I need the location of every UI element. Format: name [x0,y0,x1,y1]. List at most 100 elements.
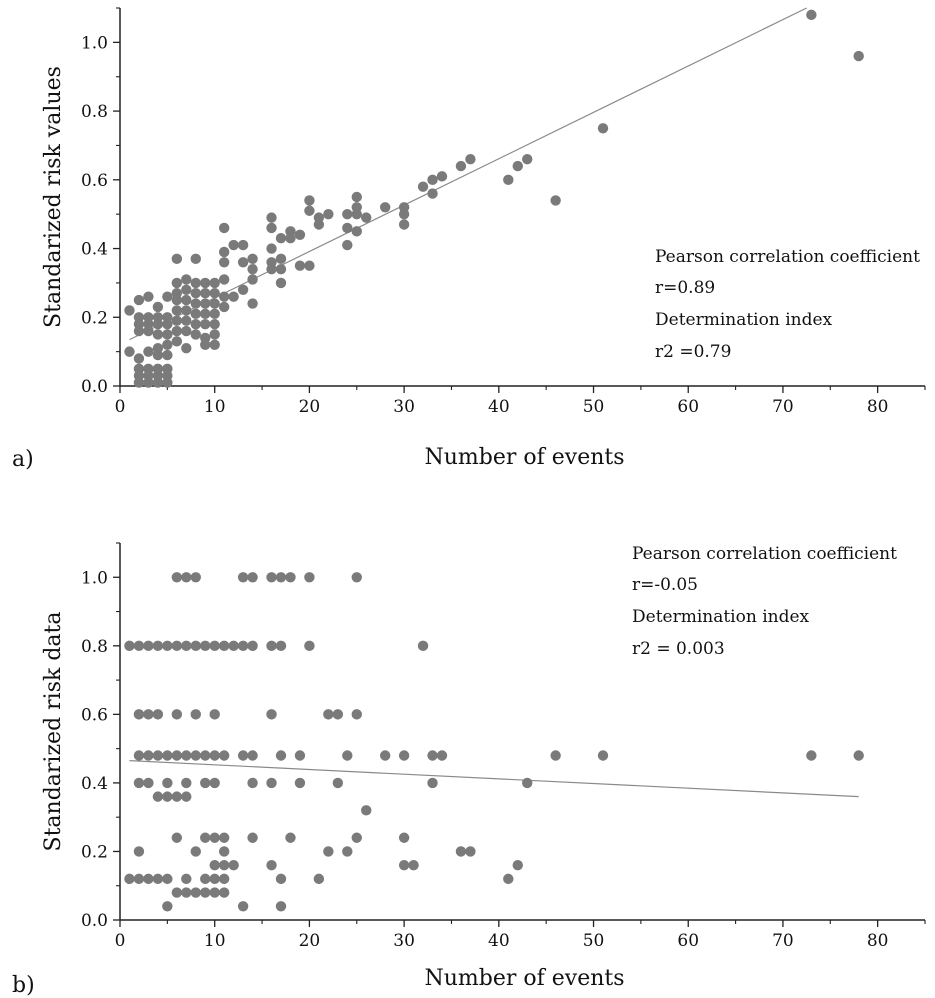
data-point [266,859,277,871]
data-point [124,346,135,357]
data-point [228,239,239,251]
x-tick-label: 50 [583,397,605,417]
data-point [143,325,154,337]
data-point [304,572,315,583]
data-point [190,887,201,898]
data-point [209,318,220,330]
data-point [237,257,249,268]
data-point [266,212,277,223]
data-point [218,291,230,302]
data-point [171,325,183,337]
data-point [143,377,154,388]
data-point [427,188,438,199]
data-point [200,873,211,885]
data-point [361,805,372,816]
data-point [218,222,230,234]
data-point [162,329,173,340]
data-point [304,640,315,652]
trend-line [129,7,807,341]
panel-label: a) [12,447,34,472]
data-point [209,750,220,761]
data-point [342,239,353,251]
x-tick-label: 70 [772,931,794,951]
data-point [171,640,183,652]
data-point [512,859,523,871]
data-point [361,212,372,223]
data-point [853,50,864,62]
data-point [351,572,362,583]
x-tick-label: 10 [204,931,226,951]
stats-annotation: Pearson correlation coefficient [655,247,920,267]
data-point [190,288,201,299]
data-point [133,846,145,857]
data-point [190,298,201,309]
data-point [200,308,211,320]
data-point [209,777,220,789]
y-tick-label: 1.0 [81,33,108,53]
data-point [294,260,306,271]
data-point [332,777,344,789]
data-point [285,832,296,843]
data-point [455,160,467,172]
data-point [190,750,201,761]
data-point [162,873,173,885]
x-tick-label: 40 [488,931,510,951]
data-point [304,260,315,271]
data-point [218,887,230,898]
data-point [133,325,145,337]
data-point [427,750,438,761]
data-point [143,777,154,789]
data-point [152,873,164,885]
data-point [285,233,296,244]
data-point [171,315,183,326]
data-point [550,195,561,206]
data-point [323,709,334,720]
data-point [342,750,353,761]
data-point [218,246,230,258]
data-point [522,154,533,165]
data-point [124,640,135,652]
x-tick-label: 70 [772,397,794,417]
data-point [218,859,230,871]
data-point [275,263,287,275]
data-point [190,253,201,265]
data-point [512,160,523,172]
data-point [181,887,192,898]
x-tick-label: 60 [677,397,699,417]
data-point [266,263,277,275]
data-point [133,777,145,789]
data-point [200,318,211,330]
data-point [171,887,183,898]
data-point [200,750,211,761]
data-point [124,873,135,885]
data-point [597,123,609,134]
data-point [181,873,192,885]
data-point [190,318,201,330]
data-point [209,873,220,885]
data-point [190,846,201,857]
data-point [351,832,362,843]
data-point [247,640,258,652]
stats-annotation: r=-0.05 [632,575,698,595]
data-point [162,291,173,302]
data-point [218,750,230,761]
data-point [162,377,173,388]
x-tick-label: 10 [204,397,226,417]
data-point [209,277,220,289]
data-point [190,572,201,583]
data-point [152,377,164,388]
data-point [806,9,817,21]
data-point [152,750,164,761]
y-tick-label: 0.0 [81,377,108,397]
y-axis-label: Standarized risk values [41,66,66,328]
stats-annotation: r2 =0.79 [655,342,731,362]
data-point [550,750,561,761]
data-point [162,750,173,761]
data-point [171,277,183,289]
data-point [209,339,220,350]
data-point [200,277,211,289]
data-point [190,308,201,320]
data-point [133,873,145,885]
data-point [143,346,154,357]
data-point [162,339,173,350]
